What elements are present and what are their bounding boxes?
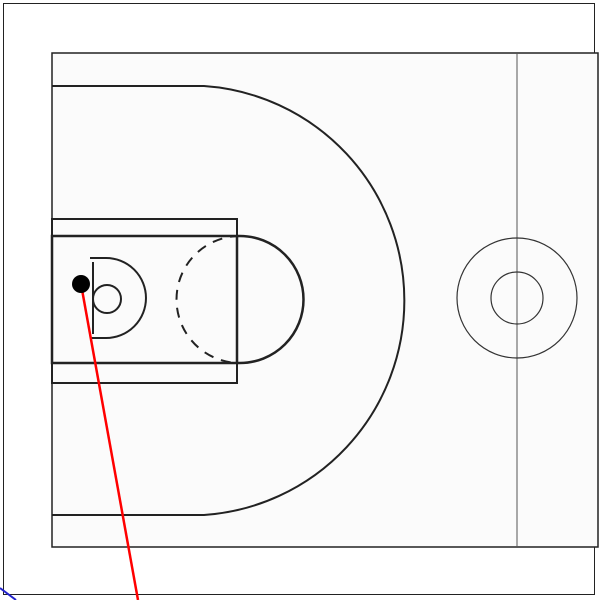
- hoop: [92, 284, 122, 314]
- court-surface: [51, 52, 599, 548]
- center-circle-inner: [490, 271, 544, 325]
- corner-stroke: [0, 587, 17, 600]
- restricted-area-arc: [90, 257, 147, 339]
- free-throw-arc-dashed: [175, 235, 241, 364]
- free-throw-arc-solid: [237, 234, 305, 365]
- lane-inner: [50, 234, 239, 365]
- position-marker[interactable]: [72, 275, 90, 293]
- trajectory-line: [79, 283, 140, 600]
- center-circle-outer: [456, 237, 578, 359]
- three-point-line: [52, 85, 406, 516]
